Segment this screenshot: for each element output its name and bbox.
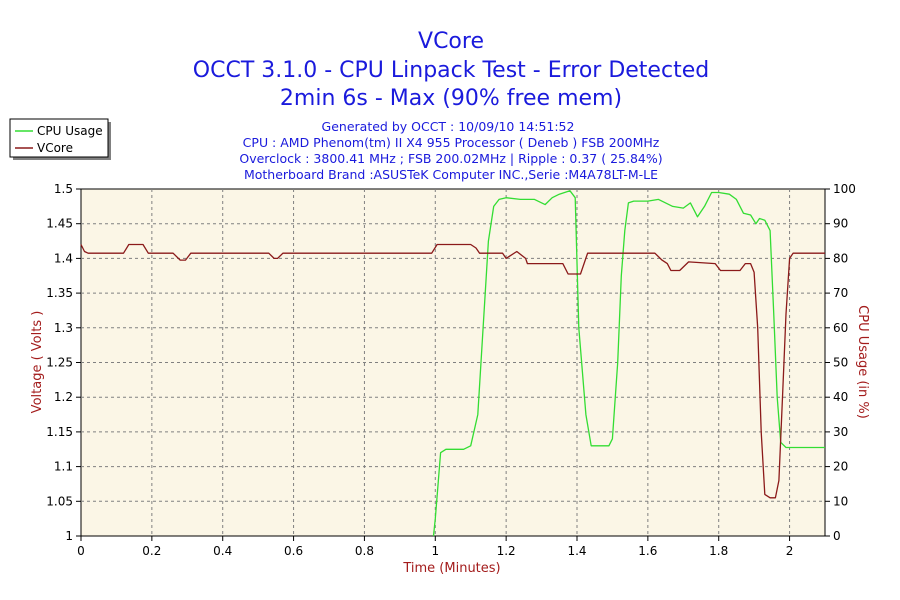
y2-axis-label: CPU Usage (in %): [855, 305, 870, 419]
x-tick-label: 2: [786, 544, 794, 558]
y-tick-label: 1.45: [46, 217, 73, 231]
legend: CPU Usage VCore: [9, 118, 111, 160]
info-overclock: Overclock : 3800.41 MHz ; FSB 200.02MHz …: [239, 151, 662, 166]
info-generated: Generated by OCCT : 10/09/10 14:51:52: [322, 119, 575, 134]
series-group: [80, 190, 825, 537]
x-tick-label: 1: [431, 544, 439, 558]
y-tick-label: 1.1: [54, 460, 73, 474]
y2-tick-label: 10: [833, 494, 848, 508]
y2-tick-label: 90: [833, 217, 848, 231]
x-tick-label: 1.2: [497, 544, 516, 558]
y-tick-label: 1.3: [54, 321, 73, 335]
x-tick-label: 1.4: [567, 544, 586, 558]
grid: [81, 189, 825, 536]
y-tick-label: 1.25: [46, 356, 73, 370]
y2-tick-label: 0: [833, 529, 841, 543]
y-tick-label: 1.2: [54, 390, 73, 404]
x-tick-label: 0.8: [355, 544, 374, 558]
x-tick-label: 1.6: [638, 544, 657, 558]
legend-box: [9, 118, 109, 158]
y-tick-label: 1: [65, 529, 73, 543]
y2-tick-label: 70: [833, 286, 848, 300]
y2-tick-label: 40: [833, 390, 848, 404]
info-cpu: CPU : AMD Phenom(tm) II X4 955 Processor…: [243, 135, 660, 150]
info-motherboard: Motherboard Brand :ASUSTeK Computer INC.…: [244, 167, 658, 182]
legend-label-cpu-usage: CPU Usage: [37, 124, 103, 138]
info-block: Generated by OCCT : 10/09/10 14:51:52 CP…: [239, 119, 662, 182]
y2-tick-label: 20: [833, 460, 848, 474]
chart-subtitle: OCCT 3.1.0 - CPU Linpack Test - Error De…: [193, 58, 709, 83]
x-tick-label: 1.8: [709, 544, 728, 558]
x-axis-ticks: 0 0.2 0.4 0.6 0.8 1 1.2 1.4 1.6 1.8 2: [77, 536, 793, 558]
title-block: VCore OCCT 3.1.0 - CPU Linpack Test - Er…: [193, 29, 709, 111]
y-tick-label: 1.5: [54, 182, 73, 196]
x-axis-label: Time (Minutes): [402, 561, 500, 576]
y-axis-label: Voltage ( Volts ): [30, 311, 45, 414]
y2-tick-label: 80: [833, 251, 848, 265]
y-tick-label: 1.15: [46, 425, 73, 439]
x-tick-label: 0.4: [213, 544, 232, 558]
x-tick-label: 0.2: [142, 544, 161, 558]
x-tick-label: 0: [77, 544, 85, 558]
y-tick-label: 1.35: [46, 286, 73, 300]
y2-tick-label: 60: [833, 321, 848, 335]
y2-tick-label: 30: [833, 425, 848, 439]
x-tick-label: 0.6: [284, 544, 303, 558]
chart-subtitle-2: 2min 6s - Max (90% free mem): [280, 86, 622, 111]
y2-axis-ticks: 0 10 20 30 40 50 60 70 80 90 100: [825, 182, 856, 543]
legend-label-vcore: VCore: [37, 141, 73, 155]
series-line-vcore: [80, 243, 825, 499]
series-line-cpu-usage: [432, 190, 825, 537]
y2-tick-label: 100: [833, 182, 856, 196]
y2-tick-label: 50: [833, 356, 848, 370]
y-tick-label: 1.05: [46, 494, 73, 508]
chart-title: VCore: [418, 29, 484, 54]
y-tick-label: 1.4: [54, 251, 73, 265]
y-axis-ticks: 1 1.05 1.1 1.15 1.2 1.25 1.3 1.35 1.4 1.45 1.5: [46, 182, 81, 543]
